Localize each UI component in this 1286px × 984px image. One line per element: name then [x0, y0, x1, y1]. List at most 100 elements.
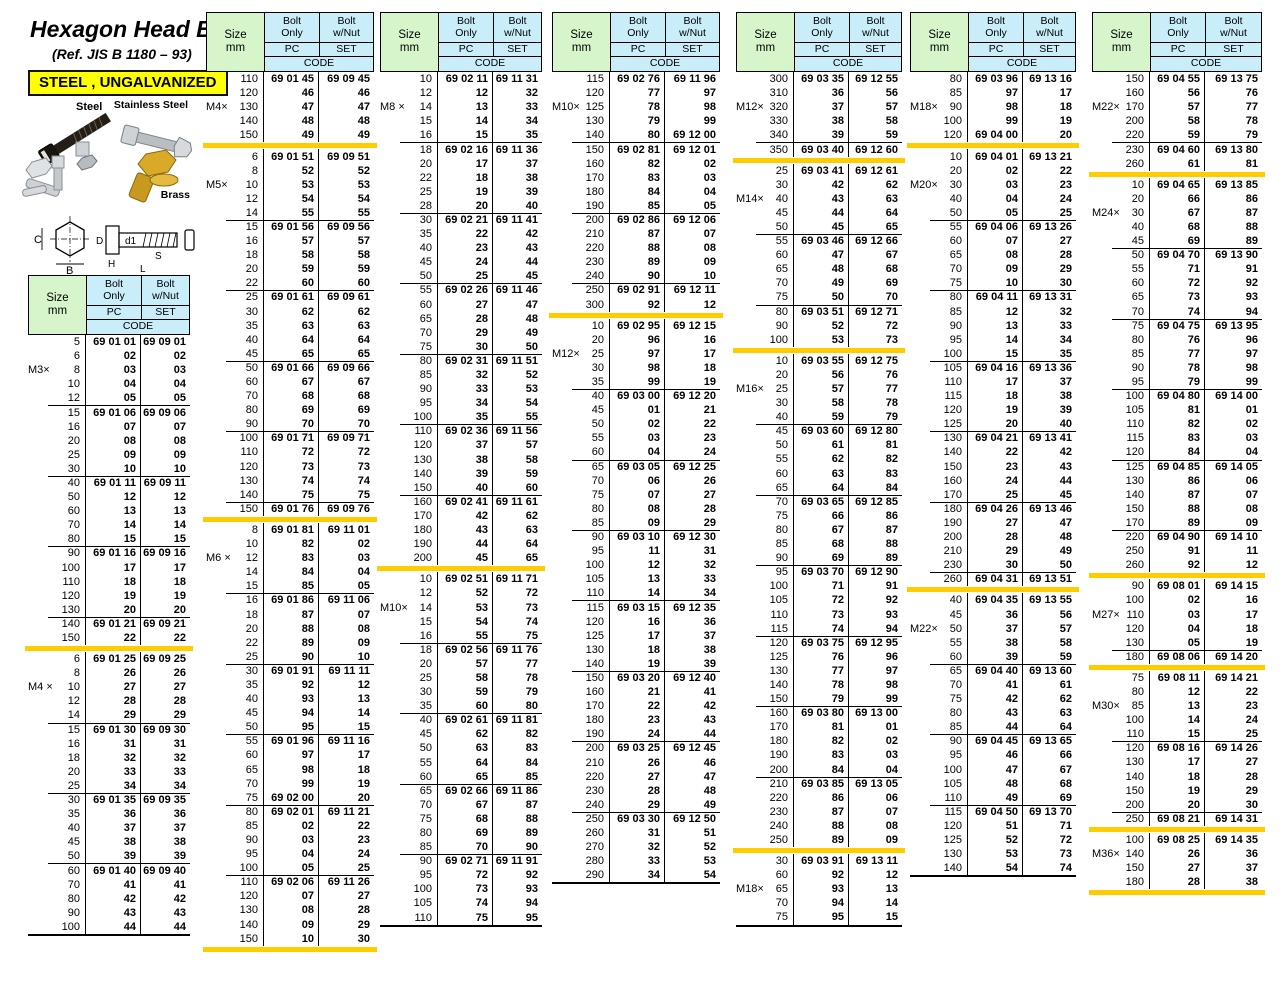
size-value: 14 [419, 601, 432, 614]
bolt-only-code-cell: 31 [610, 825, 665, 841]
size-value: 70 [419, 326, 432, 339]
table-row: 40 69 04 35 69 13 55 [910, 593, 1076, 608]
bolt-only-code-cell: 92 [1150, 558, 1205, 573]
table-row: 200 69 02 86 69 12 06 [552, 212, 720, 228]
size-value: 105 [943, 361, 962, 374]
bolt-only-code-cell: 69 01 81 [264, 522, 319, 537]
table-row: 65 28 48 [380, 311, 542, 326]
bolt-wnut-code-cell: 09 [885, 834, 898, 847]
table-row: 45 94 14 [206, 706, 374, 721]
bolt-wnut-code-cell: 69 12 20 [673, 390, 716, 403]
bolt-wnut-code-cell: 69 14 00 [1215, 390, 1258, 403]
size-value: 80 [67, 892, 80, 905]
size-value: 140 [943, 862, 962, 875]
bolt-wnut-code-cell: 87 [1245, 206, 1258, 219]
bolt-only-code-cell: 83 [264, 551, 319, 566]
size-value: 40 [419, 714, 432, 727]
bolt-wnut-code-cell: 07 [1245, 488, 1258, 501]
series-label: M4 × [28, 681, 53, 694]
bolt-wnut-code-cell: 30 [357, 932, 370, 945]
table-row: 70 99 19 [206, 776, 374, 791]
size-value: 130 [585, 115, 604, 128]
series-label: M3× [28, 364, 50, 377]
size-value: 15 [245, 220, 258, 233]
size-cell: 25 [736, 163, 794, 178]
bolt-only-code-cell: 27 [968, 515, 1023, 530]
table-row: 80 69 02 31 69 11 51 [380, 353, 542, 368]
size-cell: 75 [1092, 670, 1150, 685]
bolt-only-code-cell: 68 [438, 811, 493, 826]
table-row: 190 83 03 [736, 748, 902, 763]
bolt-wnut-code-cell: 05 [357, 580, 370, 593]
table-row: 10 69 03 55 69 12 75 [736, 353, 902, 368]
bolt-only-code-cell: 22 [968, 445, 1023, 460]
bolt-only-code-cell: 22 [438, 227, 493, 242]
table-row: M18× 90 98 18 [910, 100, 1076, 115]
bolt-only-code-cell: 26 [1150, 846, 1205, 862]
size-value: 160 [413, 495, 432, 508]
bolt-wnut-code-cell: 51 [703, 827, 716, 840]
size-cell: 55 [736, 234, 794, 249]
size-cell: 75 [1092, 318, 1150, 333]
size-value: 140 [585, 657, 604, 670]
size-cell: 8 [206, 522, 264, 537]
table-row: 180 84 04 [552, 184, 720, 199]
size-cell: 6 [28, 652, 86, 667]
bolt-wnut-code-cell: 26 [703, 474, 716, 487]
bolt-wnut-code-cell: 99 [703, 115, 716, 128]
bolt-with-nut-header: Bolt w/Nut [152, 278, 179, 302]
bolt-only-code-cell: 69 04 65 [1150, 177, 1205, 192]
size-value: 22 [245, 277, 258, 290]
size-cell: 90 [380, 854, 438, 869]
size-cell: 210 [910, 544, 968, 559]
size-header-line: mm [47, 305, 68, 317]
series-label: M8 × [380, 101, 405, 114]
bolt-wnut-code-cell: 21 [703, 404, 716, 417]
bolt-only-code-cell: 41 [86, 877, 141, 892]
table-row: 240 90 10 [552, 269, 720, 284]
bolt-only-code-cell: 93 [794, 882, 849, 897]
table-body: 80 69 03 96 69 13 16 85 97 17 M18× 90 98 18 100 99 1… [907, 72, 1079, 878]
bolt-wnut-code-cell: 92 [525, 869, 538, 882]
bolt-only-code-cell: 75 [438, 910, 493, 925]
bolt-only-code-cell: 07 [610, 487, 665, 502]
table-row: 75 30 50 [380, 339, 542, 354]
table-row: 200 69 03 25 69 12 45 [552, 741, 720, 756]
size-value: 20 [591, 333, 604, 346]
size-header-line: Size [570, 29, 593, 41]
bolt-wnut-code-cell: 64 [885, 206, 898, 219]
bolt-only-code-cell: 05 [1150, 635, 1205, 650]
bolt-wnut-code-cell: 28 [173, 695, 186, 708]
yellow-divider [1089, 171, 1265, 177]
bolt-only-code-cell: 69 02 81 [610, 142, 665, 157]
table-row: 150 69 02 81 69 12 01 [552, 142, 720, 157]
size-cell: 170 [736, 720, 794, 735]
size-value: 210 [585, 756, 604, 769]
table-row: 70 09 29 [910, 262, 1076, 277]
size-cell: 150 [552, 142, 610, 157]
size-header-line: Size [398, 29, 421, 41]
bolt-only-code-cell: 54 [264, 191, 319, 206]
bolt-only-code-cell: 69 01 56 [264, 219, 319, 235]
bolt-wnut-code-cell: 62 [525, 509, 538, 522]
size-value: 30 [775, 855, 788, 868]
bolt-wnut-code-cell: 45 [1059, 488, 1072, 501]
table-row: 105 74 94 [380, 896, 542, 911]
bolt-only-code-cell: 27 [610, 769, 665, 784]
table-row: 220 69 04 90 69 14 10 [1092, 530, 1262, 545]
size-cell: 95 [1092, 374, 1150, 390]
size-cell: 18 [206, 607, 264, 622]
bolt-wnut-code-cell: 46 [357, 87, 370, 100]
size-cell: 60 [736, 248, 794, 263]
size-cell: 80 [1092, 684, 1150, 700]
size-value: 100 [239, 432, 258, 445]
size-value: 55 [591, 432, 604, 445]
bolt-only-code-cell: 27 [438, 297, 493, 312]
table-row: 20 17 37 [380, 156, 542, 171]
bolt-only-code-cell: 31 [86, 736, 141, 751]
table-row: M20× 30 03 23 [910, 177, 1076, 192]
bolt-wnut-code-cell: 33 [173, 765, 186, 778]
size-cell: 105 [910, 360, 968, 375]
bolt-wnut-code-cell: 37 [1059, 376, 1072, 389]
table-row: 60 65 85 [380, 769, 542, 784]
